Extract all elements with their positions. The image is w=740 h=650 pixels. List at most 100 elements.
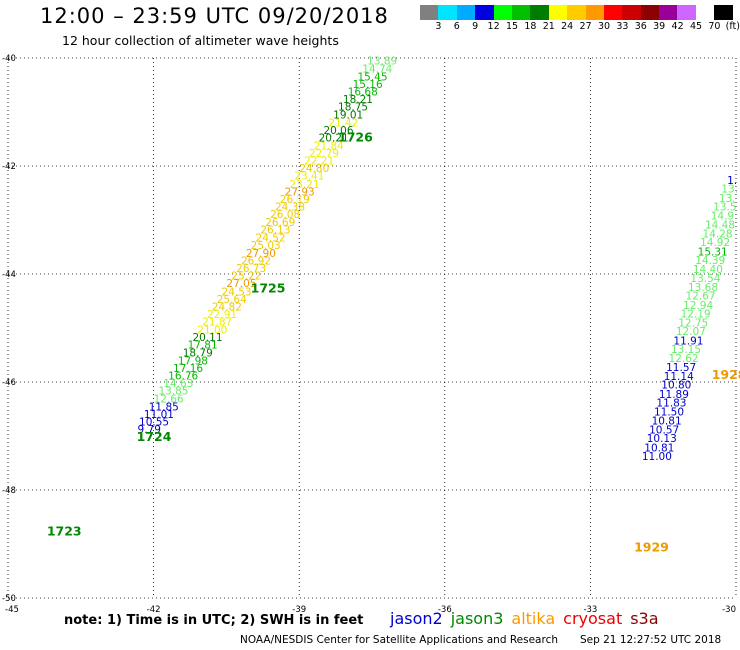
wave-height-label: 27.93 bbox=[285, 186, 315, 198]
pass-time-label: 1723 bbox=[47, 524, 82, 539]
legend-swatch bbox=[530, 5, 549, 20]
legend-swatch bbox=[714, 5, 733, 20]
wave-height-label: 20.11 bbox=[192, 332, 222, 344]
legend-label: 70 bbox=[708, 21, 721, 32]
legend-swatch bbox=[659, 5, 678, 20]
wave-height-label: 10.55 bbox=[139, 416, 169, 428]
wave-height-label: 10.57 bbox=[649, 425, 679, 437]
wave-height-label: 18.75 bbox=[338, 102, 368, 114]
wave-height-label: 26.13 bbox=[260, 225, 290, 237]
x-tick-label: -33 bbox=[583, 605, 597, 615]
satellite-altika: altika bbox=[511, 609, 556, 628]
legend-label: 12 bbox=[487, 21, 500, 32]
wave-height-points: 13.8914.7415.4515.1616.6818.2118.7519.01… bbox=[138, 56, 739, 463]
wave-height-label: 14.40 bbox=[693, 264, 723, 276]
legend-swatch bbox=[603, 5, 623, 20]
wave-height-label: 27.90 bbox=[246, 248, 276, 260]
wave-height-label: 21.00 bbox=[197, 325, 227, 337]
wave-height-label: 12.62 bbox=[669, 353, 699, 365]
pass-labels: 1726 1725 1724 1723 1928 1929 bbox=[47, 129, 740, 554]
wave-height-label: 11.83 bbox=[656, 398, 686, 410]
wave-height-label: 12.94 bbox=[683, 300, 713, 312]
wave-height-label: 21.84 bbox=[314, 140, 344, 152]
y-tick-label: -40 bbox=[2, 54, 16, 64]
wave-height-label: 13.15 bbox=[671, 344, 701, 356]
legend-swatch bbox=[420, 5, 439, 20]
wave-height-label: 18.21 bbox=[343, 94, 373, 106]
wave-height-label: 19.01 bbox=[333, 110, 363, 122]
wave-height-label: 14.48 bbox=[705, 219, 735, 231]
wave-height-label: 18.79 bbox=[183, 347, 213, 359]
wave-height-label: 25.22 bbox=[231, 271, 261, 283]
satellite-cryosat: cryosat bbox=[563, 609, 623, 628]
wave-height-label: 14.63 bbox=[163, 378, 193, 390]
color-legend bbox=[420, 5, 733, 20]
legend-swatch bbox=[585, 5, 604, 20]
wave-height-label: 10.81 bbox=[652, 415, 682, 427]
chart-subtitle: 12 hour collection of altimeter wave hei… bbox=[62, 33, 339, 48]
wave-height-label: 11.91 bbox=[673, 335, 703, 347]
pass-time-label: 1724 bbox=[137, 429, 172, 444]
wave-height-label: 10.80 bbox=[661, 380, 691, 392]
wave-height-label: 14.28 bbox=[703, 229, 733, 241]
wave-height-label: 15.31 bbox=[698, 246, 728, 258]
credit-text: NOAA/NESDIS Center for Satellite Applica… bbox=[240, 634, 558, 646]
y-tick-label: -42 bbox=[2, 162, 16, 172]
legend-label: (ft) bbox=[725, 21, 740, 32]
x-tick-label: -36 bbox=[438, 605, 452, 615]
wave-height-label: 13.85 bbox=[158, 386, 188, 398]
legend-swatch bbox=[567, 5, 586, 20]
legend-label: 30 bbox=[597, 21, 611, 32]
legend-label: 33 bbox=[616, 21, 629, 32]
wave-height-label: 16.76 bbox=[168, 371, 198, 383]
chart-title: 12:00 – 23:59 UTC 09/20/2018 bbox=[40, 4, 389, 28]
x-tick-label: -45 bbox=[5, 605, 19, 615]
wave-height-label: 13.68 bbox=[688, 282, 718, 294]
wave-height-label: 1. bbox=[727, 175, 737, 187]
satellite-jason2: jason2 bbox=[390, 609, 443, 628]
legend-label: 36 bbox=[634, 21, 647, 32]
legend-label: 6 bbox=[453, 21, 460, 32]
wave-height-label: 25.03 bbox=[251, 240, 281, 252]
satellite-jason3: jason3 bbox=[450, 609, 504, 628]
legend-label: 21 bbox=[542, 21, 555, 32]
wave-height-label: 13.54 bbox=[690, 273, 720, 285]
legend-swatch bbox=[475, 5, 494, 20]
wave-height-label: 14.74 bbox=[362, 63, 392, 75]
pass-time-label: 1928 bbox=[712, 367, 740, 382]
wave-height-label: 16.68 bbox=[348, 86, 378, 98]
legend-label: 24 bbox=[561, 21, 574, 32]
wave-height-label: 24.38 bbox=[275, 202, 305, 214]
wave-height-label: 20.21 bbox=[319, 132, 349, 144]
wave-height-label: 12.67 bbox=[686, 291, 716, 303]
legend-label: 27 bbox=[579, 21, 592, 32]
satellite-legend: jason2 jason3 altika cryosat s3a bbox=[390, 609, 667, 628]
wave-height-label: 13.89 bbox=[367, 56, 397, 68]
wave-height-label: 11.89 bbox=[659, 389, 689, 401]
wave-height-label: 23.21 bbox=[290, 179, 320, 191]
wave-height-label: 23.41 bbox=[294, 171, 324, 183]
wave-height-label: 26.19 bbox=[280, 194, 310, 206]
pass-time-label: 1726 bbox=[338, 129, 373, 144]
wave-height-label: 26.73 bbox=[236, 263, 266, 275]
legend-swatch bbox=[622, 5, 641, 20]
x-tick-label: -42 bbox=[147, 605, 161, 615]
legend-label: 42 bbox=[671, 21, 684, 32]
wave-height-label: 17.81 bbox=[188, 340, 218, 352]
legend-label: 39 bbox=[653, 21, 666, 32]
wave-height-label: 21.42 bbox=[328, 117, 358, 129]
pass-time-label: 1929 bbox=[634, 540, 669, 555]
y-tick-label: -44 bbox=[2, 270, 16, 280]
wave-height-label: 14.92 bbox=[700, 237, 730, 249]
wave-height-label: 22.21 bbox=[304, 156, 334, 168]
wave-height-label: 12.66 bbox=[154, 394, 184, 406]
wave-height-label: 13. bbox=[721, 184, 738, 196]
y-tick-label: -46 bbox=[2, 378, 16, 388]
x-tick-label: -39 bbox=[292, 605, 306, 615]
wave-height-label: 25.64 bbox=[217, 294, 247, 306]
wave-height-label: 21.87 bbox=[202, 317, 232, 329]
wave-height-label: 14.39 bbox=[695, 255, 725, 267]
x-tick-label: -30 bbox=[722, 605, 736, 615]
legend-swatch bbox=[511, 5, 531, 20]
legend-swatch bbox=[640, 5, 660, 20]
